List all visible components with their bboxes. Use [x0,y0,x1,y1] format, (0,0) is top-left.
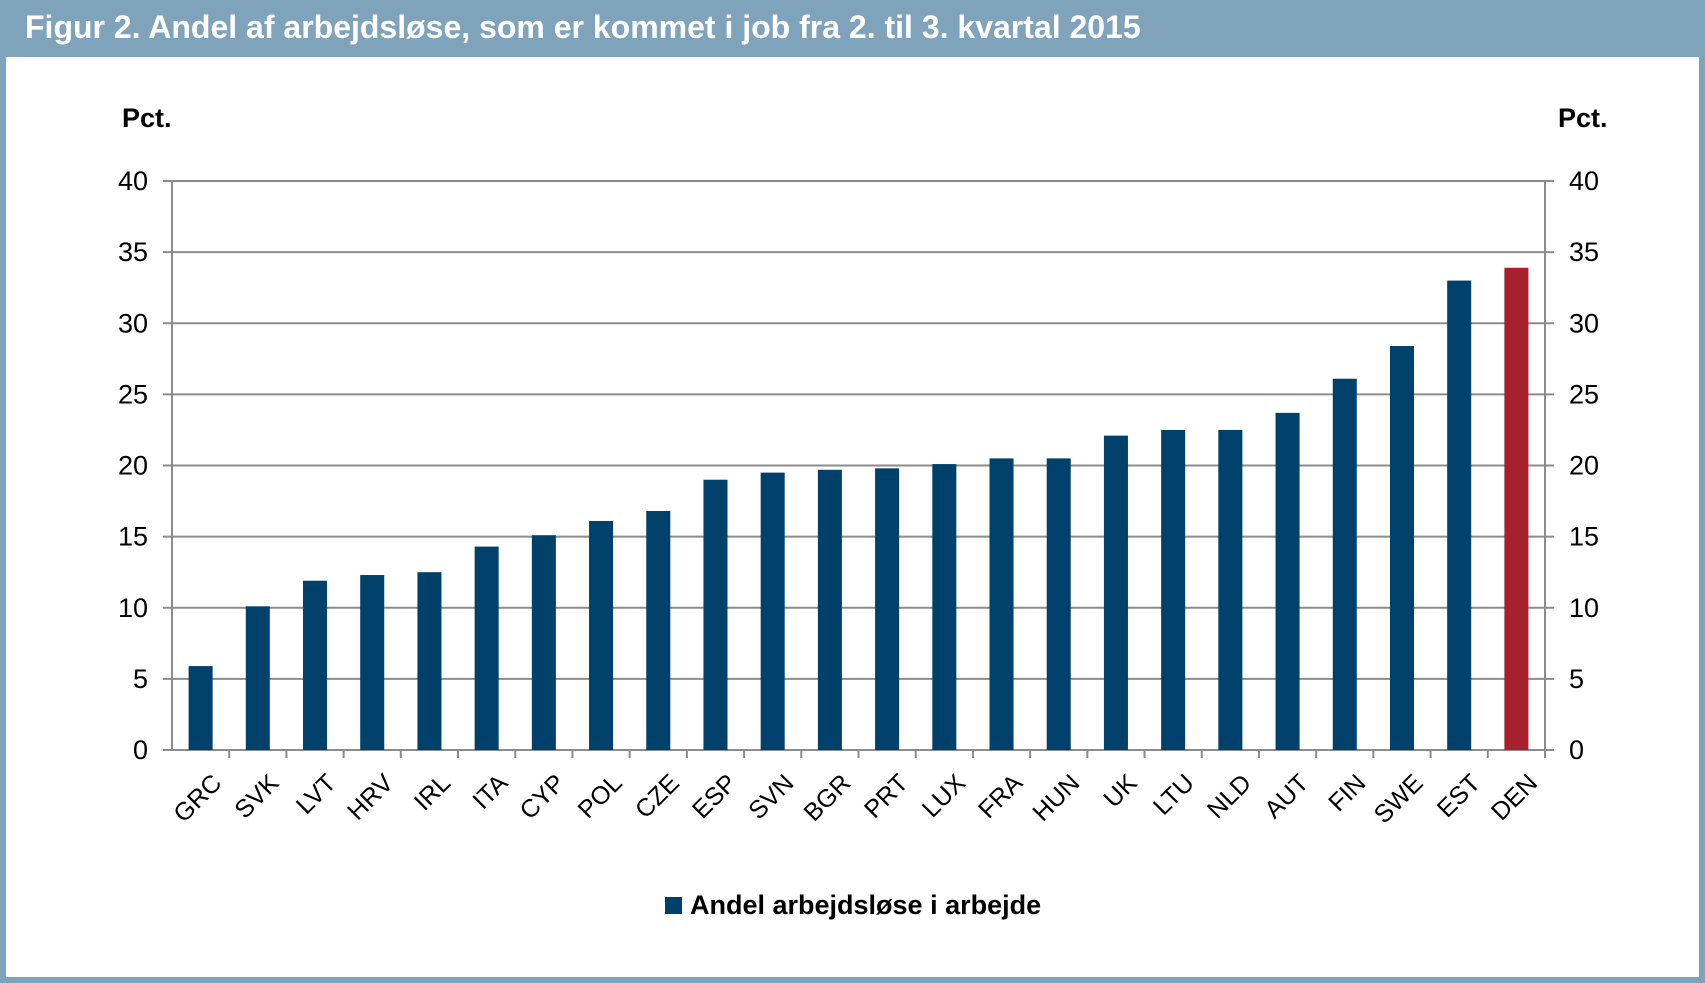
bar-lux [932,464,957,750]
bar-irl [417,572,442,750]
y-tick-label-left: 5 [133,664,148,694]
y-tick-label-left: 0 [133,735,148,765]
bar-cyp [531,535,556,750]
bar-nld [1218,429,1243,750]
bar-den [1504,267,1529,750]
bar-grc [188,666,213,750]
y-tick-label-left: 35 [118,237,148,267]
bar-esp [703,479,728,750]
y-tick-label-right: 20 [1569,451,1599,481]
y-tick-label-right: 25 [1569,379,1599,409]
y-tick-label-left: 15 [118,522,148,552]
bar-svk [245,606,270,750]
bar-fin [1332,378,1357,750]
y-tick-label-left: 30 [118,308,148,338]
y-tick-label-left: 40 [118,166,148,196]
x-tick-label: FRA [973,769,1028,824]
y-tick-label-right: 15 [1569,522,1599,552]
legend-swatch [665,897,682,914]
x-tick-label: BGR [798,769,856,827]
legend: Andel arbejdsløse i arbejde [665,890,1041,921]
x-tick-label: LUX [917,769,971,823]
x-tick-label: LTU [1148,769,1200,821]
bar-lvt [303,580,328,750]
gridlines [172,180,1545,680]
bar-pol [589,520,614,750]
x-tick-label: HRV [342,769,399,826]
x-tick-label: EST [1432,769,1486,823]
x-tick-label: ITA [467,769,513,815]
figure-header: Figur 2. Andel af arbejdsløse, som er ko… [0,0,1705,57]
bar-svn [760,472,785,750]
x-tick-label: NLD [1202,769,1257,824]
bar-ltu [1161,429,1186,750]
bars [188,267,1529,750]
x-tick-label: GRC [168,769,227,828]
y-tick-label-left: 20 [118,451,148,481]
axes [163,180,1554,758]
x-tick-label: UK [1098,769,1143,814]
y-axis-unit-left: Pct. [122,103,172,133]
y-tick-label-right: 35 [1569,237,1599,267]
x-tick-label: IRL [409,769,456,816]
y-tick-label-left: 25 [118,379,148,409]
x-tick-label: ESP [687,769,742,824]
bar-swe [1389,346,1414,750]
bar-ita [474,546,499,750]
x-tick-label: HUN [1027,769,1085,827]
y-tick-label-right: 30 [1569,308,1599,338]
x-tick-label: FIN [1323,769,1371,817]
bar-cze [646,511,671,750]
y-axis-unit-right: Pct. [1558,103,1608,133]
y-tick-label-right: 40 [1569,166,1599,196]
x-tick-label: CYP [514,769,570,825]
x-tick-label: POL [573,769,628,824]
bar-est [1447,280,1472,750]
y-tick-label-right: 5 [1569,664,1584,694]
x-tick-label: LVT [291,769,342,820]
x-tick-label: SWE [1369,769,1429,829]
bar-fra [989,458,1014,750]
x-tick-label: SVN [743,769,799,825]
bar-aut [1275,412,1300,750]
x-tick-label: DEN [1486,769,1543,826]
bar-uk [1103,435,1128,750]
legend-label: Andel arbejdsløse i arbejde [690,890,1042,920]
y-tick-label-right: 10 [1569,593,1599,623]
y-tick-label-right: 0 [1569,735,1584,765]
tick-labels: 0 0 5 5 10 10 15 15 20 20 25 25 30 30 35 35 40 40 GRC SVK LV… [118,166,1599,829]
bar-prt [875,468,900,750]
x-tick-label: PRT [859,769,914,824]
bar-bgr [817,469,842,750]
x-tick-label: AUT [1259,769,1314,824]
x-tick-label: CZE [630,769,685,824]
x-tick-label: SVK [229,769,284,824]
y-tick-label-left: 10 [118,593,148,623]
bar-hrv [360,575,385,750]
figure-title: Figur 2. Andel af arbejdsløse, som er ko… [25,9,1141,45]
bar-hun [1046,458,1071,750]
